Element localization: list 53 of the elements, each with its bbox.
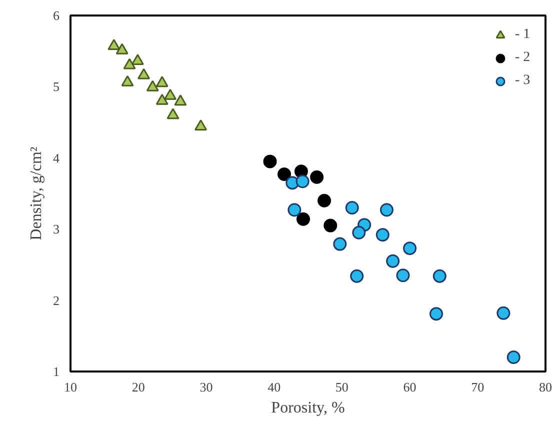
point bbox=[310, 170, 324, 184]
point bbox=[146, 80, 159, 92]
point bbox=[166, 108, 180, 120]
point bbox=[386, 254, 400, 268]
point bbox=[156, 94, 168, 105]
point bbox=[318, 194, 332, 208]
point bbox=[108, 39, 120, 50]
legend-label: - 2 bbox=[515, 50, 532, 66]
point bbox=[138, 68, 150, 80]
point bbox=[380, 203, 394, 217]
y-tick-label: 3 bbox=[53, 222, 60, 237]
x-tick-label: 50 bbox=[335, 380, 348, 394]
point bbox=[324, 218, 338, 232]
point bbox=[131, 54, 144, 65]
point bbox=[116, 43, 128, 54]
x-tick-label: 60 bbox=[403, 380, 416, 394]
point bbox=[506, 350, 520, 364]
point bbox=[350, 269, 364, 283]
x-tick-label: 70 bbox=[471, 380, 484, 394]
x-tick-label: 30 bbox=[200, 380, 213, 394]
point bbox=[430, 307, 443, 321]
point bbox=[352, 226, 366, 240]
x-tick-label: 40 bbox=[268, 380, 281, 394]
point bbox=[174, 94, 187, 106]
point bbox=[288, 203, 302, 217]
point bbox=[156, 76, 168, 88]
x-tick-label: 10 bbox=[64, 380, 77, 394]
y-tick-label: 5 bbox=[53, 79, 60, 94]
y-tick-label: 2 bbox=[53, 292, 60, 308]
point bbox=[376, 228, 390, 242]
x-axis-title: Porosity, % bbox=[271, 400, 345, 416]
point bbox=[345, 201, 359, 214]
x-tick-label: 80 bbox=[539, 380, 552, 394]
point bbox=[396, 268, 410, 282]
point bbox=[496, 306, 510, 320]
point bbox=[123, 58, 136, 70]
legend-label: - 1 bbox=[515, 27, 532, 43]
point bbox=[164, 88, 176, 100]
y-tick-label: 1 bbox=[53, 364, 60, 379]
point bbox=[278, 168, 291, 182]
point bbox=[296, 212, 310, 226]
point bbox=[333, 237, 347, 251]
point bbox=[432, 269, 446, 283]
y-axis-title: Density, g/cm² bbox=[28, 146, 45, 240]
y-tick-label: 6 bbox=[53, 8, 60, 23]
point bbox=[403, 242, 417, 256]
point bbox=[296, 174, 310, 188]
point bbox=[263, 154, 277, 168]
point bbox=[121, 75, 134, 86]
y-tick-label: 4 bbox=[53, 150, 60, 166]
x-tick-label: 20 bbox=[132, 380, 145, 394]
legend-label: - 3 bbox=[515, 73, 532, 89]
point bbox=[194, 119, 208, 130]
